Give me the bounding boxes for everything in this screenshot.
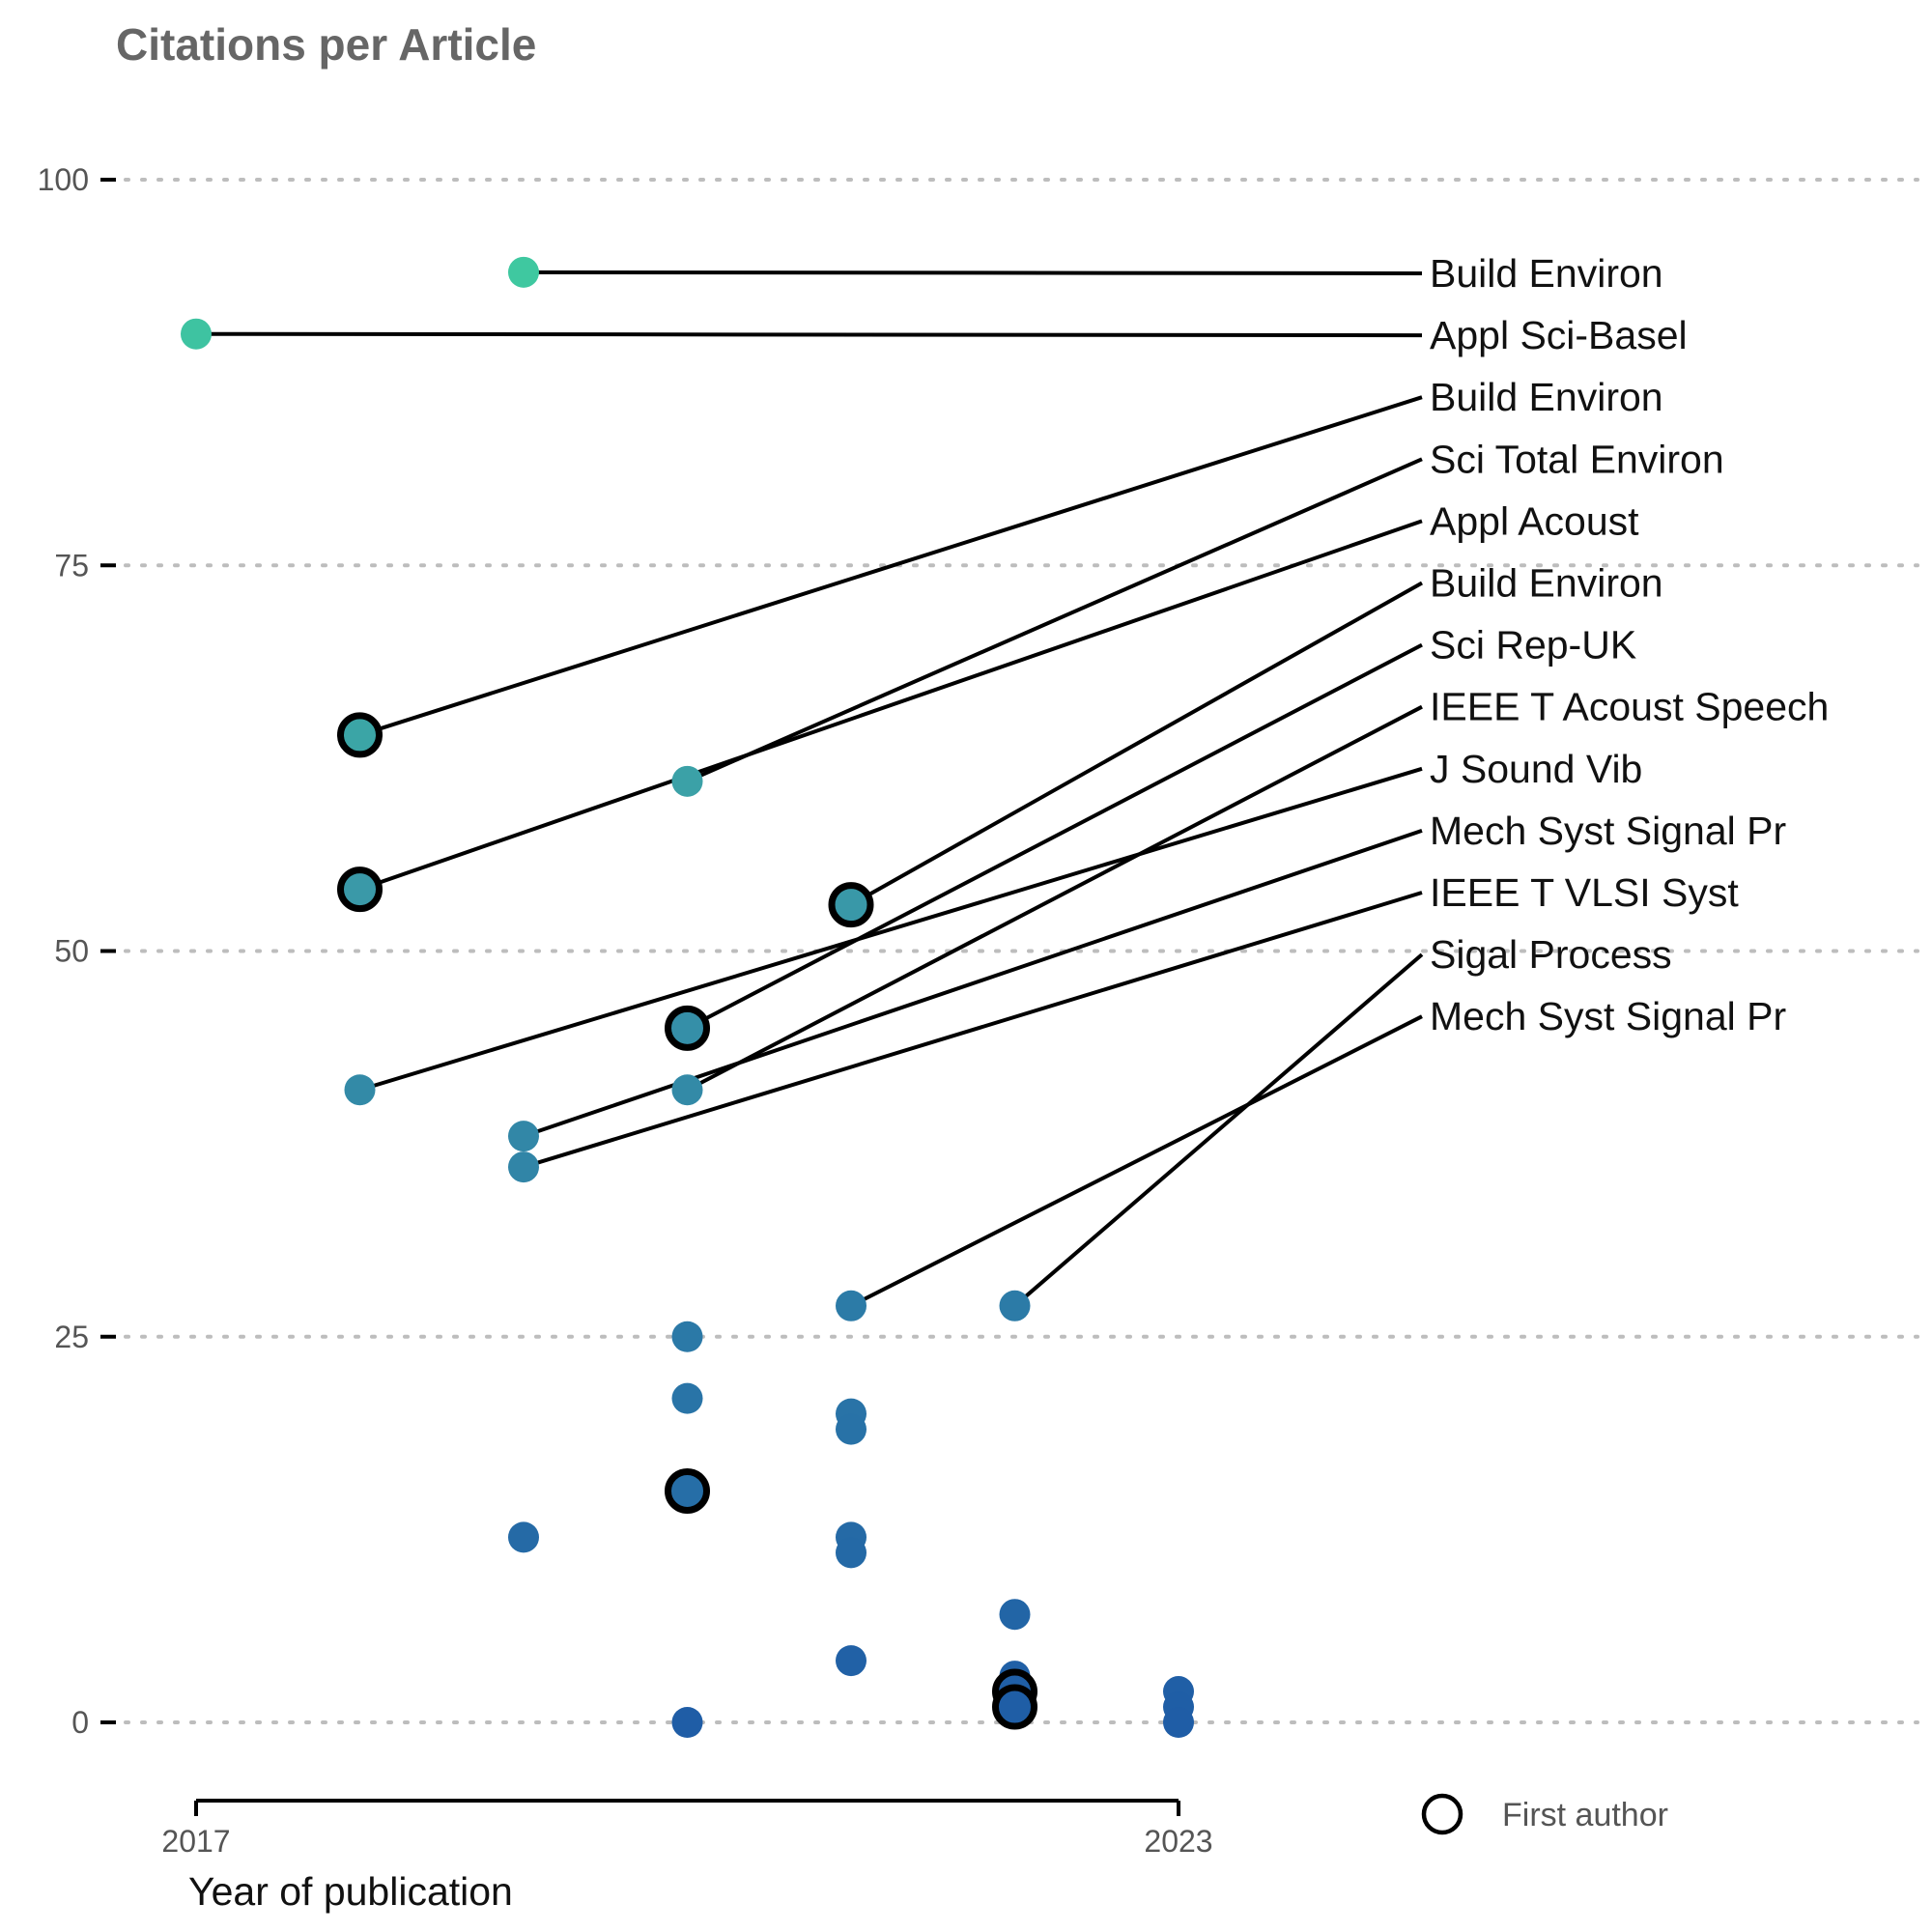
y-axis: 0 25 50 75 100	[38, 162, 116, 1740]
journal-label: Appl Acoust	[1430, 498, 1639, 543]
journal-label: Appl Sci-Basel	[1430, 313, 1688, 357]
x-tick-label: 2023	[1144, 1824, 1212, 1859]
data-point	[508, 1151, 539, 1183]
data-point	[836, 1290, 867, 1321]
leader-lines	[195, 270, 1424, 1308]
data-point	[671, 765, 703, 797]
grid-lines	[124, 178, 1919, 1724]
x-tick-label: 2017	[161, 1824, 230, 1859]
journal-label: IEEE T VLSI Syst	[1430, 870, 1739, 915]
legend-open-circle-icon	[1421, 1793, 1463, 1835]
journal-label: Sci Rep-UK	[1430, 623, 1636, 668]
journal-label: Build Environ	[1430, 375, 1663, 419]
first-author-point	[665, 1467, 710, 1514]
journal-label: IEEE T Acoust Speech	[1430, 685, 1829, 729]
leader-line	[523, 270, 1423, 275]
legend-label-first-author: First author	[1502, 1797, 1668, 1833]
leader-line	[523, 829, 1423, 1139]
data-point	[1163, 1707, 1194, 1738]
journal-label: J Sound Vib	[1430, 747, 1642, 791]
leader-line	[195, 331, 1423, 338]
leader-line	[686, 457, 1423, 783]
data-point	[836, 1413, 867, 1445]
data-point	[671, 1382, 703, 1414]
y-tick-label: 25	[54, 1320, 89, 1354]
x-axis: 2017 2023	[161, 1799, 1213, 1859]
leader-line	[358, 519, 1423, 892]
data-point	[508, 256, 539, 288]
leader-line	[358, 395, 1423, 737]
data-point	[999, 1599, 1031, 1631]
data-point	[344, 1074, 376, 1106]
journal-label: Build Environ	[1430, 251, 1663, 296]
leader-line	[686, 704, 1423, 1093]
first-author-point	[665, 1005, 710, 1051]
data-point	[671, 1707, 703, 1738]
first-author-point	[992, 1684, 1037, 1730]
y-tick-label: 100	[38, 162, 89, 197]
chart-title: Citations per Article	[116, 19, 536, 70]
journal-label: Build Environ	[1430, 561, 1663, 606]
first-author-point	[828, 882, 874, 928]
journal-label: Mech Syst Signal Pr	[1430, 809, 1786, 853]
data-point	[671, 1074, 703, 1106]
data-point	[508, 1121, 539, 1152]
leader-line	[1013, 952, 1424, 1308]
x-axis-label: Year of publication	[188, 1869, 513, 1914]
data-point	[999, 1290, 1031, 1321]
leader-line	[523, 891, 1423, 1169]
journal-label: Mech Syst Signal Pr	[1430, 994, 1786, 1038]
legend: First author	[1421, 1793, 1668, 1835]
y-tick-label: 0	[71, 1705, 89, 1740]
data-point	[836, 1537, 867, 1569]
y-tick-label: 75	[54, 548, 89, 582]
leader-line	[358, 766, 1423, 1093]
journal-label: Sci Total Environ	[1430, 437, 1724, 481]
y-tick-label: 50	[54, 934, 89, 969]
leader-line	[850, 581, 1423, 907]
data-point	[508, 1521, 539, 1553]
first-author-point	[337, 712, 383, 758]
data-points	[181, 256, 1194, 1738]
journal-label: Sigal Process	[1430, 932, 1672, 977]
data-point	[181, 318, 212, 350]
data-point	[836, 1645, 867, 1677]
data-point	[671, 1321, 703, 1352]
first-author-point	[337, 867, 383, 913]
leader-line	[850, 1014, 1423, 1308]
journal-labels: Build Environ Appl Sci-Basel Build Environ…	[1430, 251, 1829, 1038]
leader-line	[686, 642, 1423, 1031]
